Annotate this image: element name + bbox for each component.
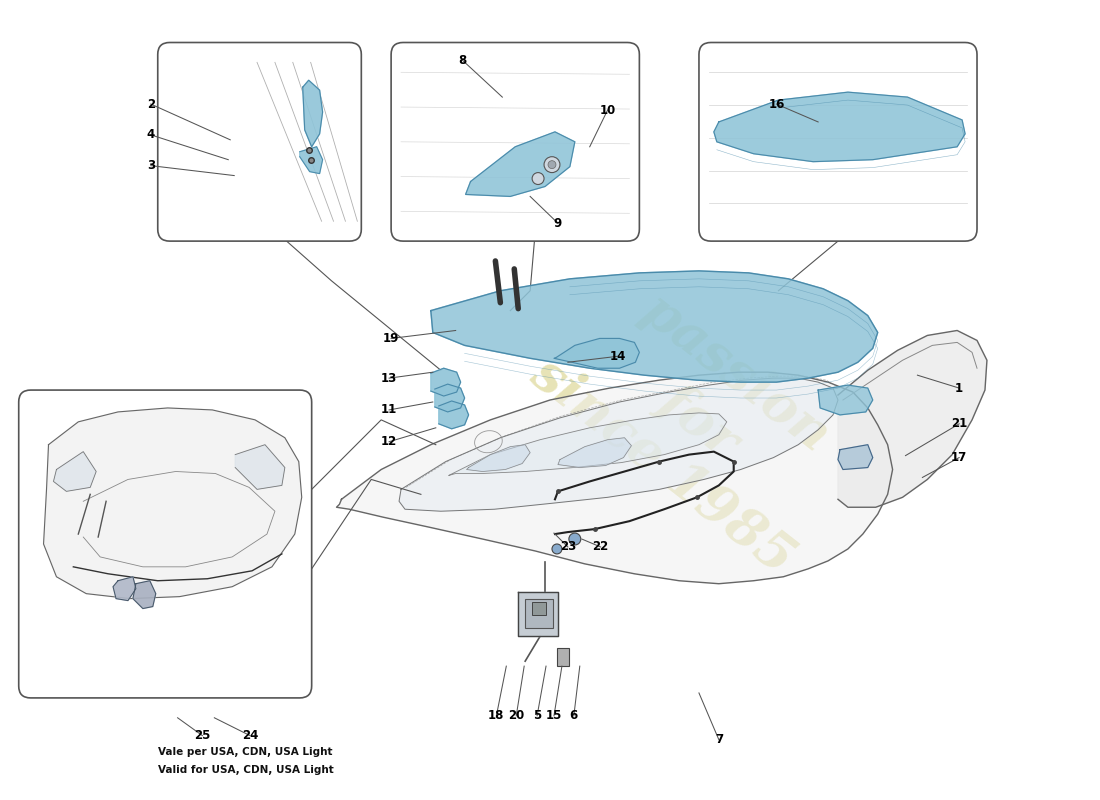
Circle shape: [569, 533, 581, 545]
Text: 21: 21: [952, 418, 967, 430]
Polygon shape: [449, 413, 727, 475]
Text: 12: 12: [381, 435, 397, 448]
Polygon shape: [554, 338, 639, 368]
FancyBboxPatch shape: [392, 42, 639, 241]
Polygon shape: [465, 132, 575, 197]
FancyBboxPatch shape: [19, 390, 311, 698]
Text: 3: 3: [146, 159, 155, 172]
Polygon shape: [299, 146, 322, 174]
Text: 20: 20: [508, 710, 525, 722]
Polygon shape: [838, 445, 872, 470]
Text: 1: 1: [955, 382, 964, 394]
Text: 23: 23: [560, 541, 576, 554]
Polygon shape: [439, 401, 469, 429]
Text: passion
for
since 1985: passion for since 1985: [521, 255, 877, 585]
Bar: [532, 602, 546, 615]
Polygon shape: [714, 92, 965, 162]
Text: 8: 8: [459, 54, 466, 67]
FancyBboxPatch shape: [698, 42, 977, 241]
FancyBboxPatch shape: [157, 42, 361, 241]
Polygon shape: [302, 80, 322, 146]
Polygon shape: [431, 271, 878, 382]
Text: Valid for USA, CDN, USA Light: Valid for USA, CDN, USA Light: [157, 766, 333, 775]
Text: 22: 22: [593, 541, 608, 554]
Polygon shape: [818, 385, 872, 415]
Text: 16: 16: [768, 98, 784, 110]
Text: 14: 14: [609, 350, 626, 363]
Circle shape: [552, 544, 562, 554]
Polygon shape: [399, 378, 838, 511]
Polygon shape: [558, 438, 631, 467]
Text: 24: 24: [242, 729, 258, 742]
Text: 5: 5: [534, 710, 541, 722]
Polygon shape: [466, 445, 530, 471]
Text: 9: 9: [553, 217, 562, 230]
Text: 19: 19: [383, 332, 399, 345]
Polygon shape: [133, 581, 156, 609]
Text: 15: 15: [546, 710, 562, 722]
Text: 2: 2: [146, 98, 155, 110]
Polygon shape: [838, 330, 987, 507]
Text: 25: 25: [195, 729, 210, 742]
Circle shape: [548, 161, 556, 169]
Polygon shape: [337, 372, 892, 584]
Polygon shape: [235, 445, 285, 490]
Text: 4: 4: [146, 128, 155, 142]
Text: 10: 10: [600, 103, 616, 117]
Circle shape: [544, 157, 560, 173]
Text: 7: 7: [715, 733, 723, 746]
Polygon shape: [44, 408, 301, 598]
Polygon shape: [113, 577, 136, 601]
Polygon shape: [431, 368, 461, 396]
Circle shape: [532, 173, 544, 185]
Text: 11: 11: [381, 403, 397, 417]
Text: 13: 13: [381, 372, 397, 385]
Bar: [557, 648, 569, 666]
Bar: [525, 598, 553, 629]
Polygon shape: [54, 452, 96, 491]
Text: 18: 18: [488, 710, 505, 722]
Text: Vale per USA, CDN, USA Light: Vale per USA, CDN, USA Light: [157, 746, 332, 757]
Text: 17: 17: [952, 451, 967, 464]
Text: 6: 6: [570, 710, 578, 722]
Polygon shape: [518, 592, 558, 636]
Polygon shape: [434, 384, 464, 412]
